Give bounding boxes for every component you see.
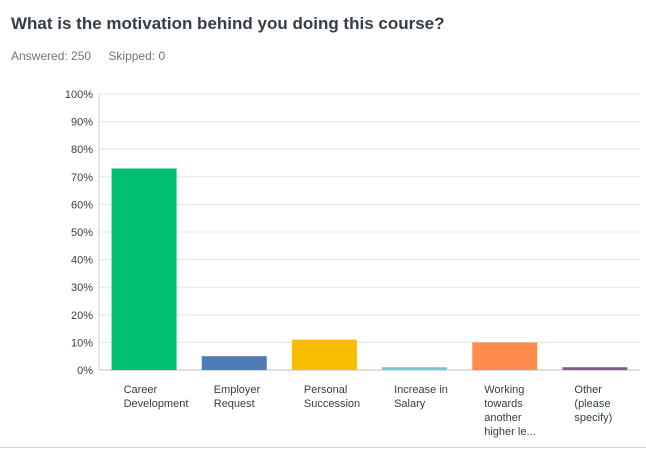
bar[interactable]	[382, 367, 448, 370]
y-tick-label: 10%	[71, 337, 93, 349]
skipped-count: Skipped: 0	[108, 49, 166, 63]
x-category-label: Career Development	[124, 384, 189, 410]
x-category-label: Other (please specify)	[574, 384, 612, 424]
bars	[111, 168, 628, 370]
gridlines	[99, 93, 640, 371]
y-tick-label: 20%	[71, 310, 93, 322]
y-tick-label: 70%	[71, 172, 93, 184]
x-category-label: Employer Request	[214, 384, 261, 410]
bar[interactable]	[111, 168, 177, 370]
y-tick-label: 90%	[71, 117, 93, 129]
response-stats: Answered: 250 Skipped: 0	[11, 49, 179, 63]
y-tick-label: 80%	[71, 144, 93, 156]
y-tick-label: 40%	[71, 255, 93, 267]
bar[interactable]	[472, 342, 538, 370]
bar[interactable]	[562, 367, 628, 370]
x-category-label: Personal Succession	[304, 384, 360, 410]
bar[interactable]	[291, 339, 357, 370]
question-title: What is the motivation behind you doing …	[11, 14, 445, 33]
y-axis: 0% 10% 20% 30% 40% 50% 60% 70% 80% 90% 100%	[65, 89, 100, 377]
bar[interactable]	[201, 356, 267, 370]
y-tick-label: 60%	[71, 199, 93, 211]
y-tick-label: 30%	[71, 282, 93, 294]
x-category-label: Increase in Salary	[394, 384, 448, 410]
y-tick-label: 100%	[65, 89, 93, 101]
y-tick-label: 0%	[77, 365, 93, 377]
bottom-divider	[0, 447, 646, 448]
answered-count: Answered: 250	[11, 49, 92, 63]
y-tick-label: 50%	[71, 227, 93, 239]
x-axis-labels: Career Development Employer Request Personal…	[124, 384, 613, 438]
x-category-label: Working towards another higher le...	[484, 384, 535, 438]
